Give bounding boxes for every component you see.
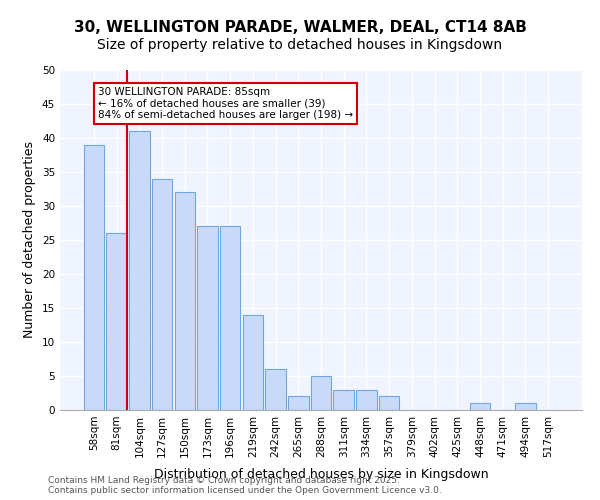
Y-axis label: Number of detached properties: Number of detached properties bbox=[23, 142, 37, 338]
Bar bbox=[334, 390, 354, 410]
Text: 30, WELLINGTON PARADE, WALMER, DEAL, CT14 8AB: 30, WELLINGTON PARADE, WALMER, DEAL, CT1… bbox=[74, 20, 526, 35]
Text: Contains HM Land Registry data © Crown copyright and database right 2025.
Contai: Contains HM Land Registry data © Crown c… bbox=[48, 476, 442, 495]
X-axis label: Distribution of detached houses by size in Kingsdown: Distribution of detached houses by size … bbox=[154, 468, 488, 481]
Bar bbox=[311, 376, 331, 410]
Bar bbox=[106, 233, 127, 410]
Bar bbox=[242, 315, 263, 410]
Bar bbox=[175, 192, 195, 410]
Text: 30 WELLINGTON PARADE: 85sqm
← 16% of detached houses are smaller (39)
84% of sem: 30 WELLINGTON PARADE: 85sqm ← 16% of det… bbox=[98, 87, 353, 120]
Bar bbox=[356, 390, 377, 410]
Bar bbox=[379, 396, 400, 410]
Bar bbox=[152, 179, 172, 410]
Bar bbox=[220, 226, 241, 410]
Bar bbox=[84, 145, 104, 410]
Bar bbox=[470, 403, 490, 410]
Bar bbox=[265, 369, 286, 410]
Bar bbox=[197, 226, 218, 410]
Bar bbox=[515, 403, 536, 410]
Bar bbox=[288, 396, 308, 410]
Bar bbox=[129, 131, 149, 410]
Text: Size of property relative to detached houses in Kingsdown: Size of property relative to detached ho… bbox=[97, 38, 503, 52]
